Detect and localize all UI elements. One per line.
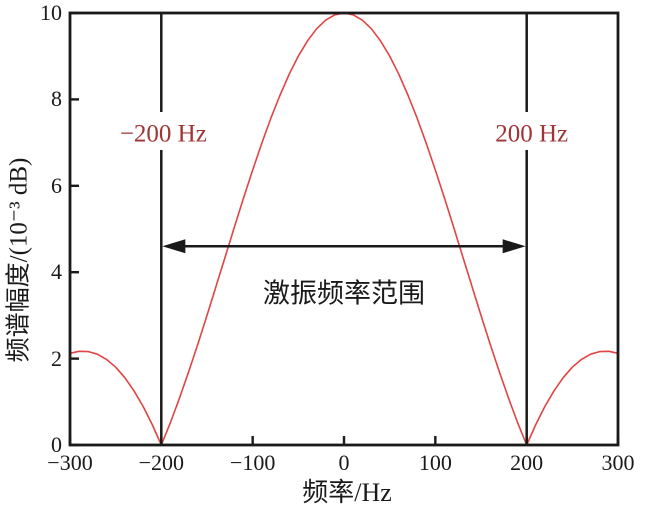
y-tick-label: 0: [51, 432, 62, 457]
x-axis-title: 频率/Hz: [302, 478, 392, 507]
x-tick-label: 300: [601, 450, 635, 475]
x-tick-label: −300: [47, 450, 93, 475]
x-tick-label: −100: [229, 450, 276, 475]
y-axis-title: 频谱幅度/(10⁻³ dB): [5, 157, 33, 363]
y-tick-label: 4: [51, 259, 62, 285]
y-tick-label: 6: [51, 172, 62, 198]
excitation-range-label: 激振频率范围: [263, 278, 425, 309]
y-tick-label: 10: [40, 0, 62, 25]
y-tick-label: 8: [51, 86, 62, 112]
x-tick-label: 200: [510, 450, 544, 475]
x-tick-label: 0: [338, 450, 350, 475]
range-arrow-left-head: [162, 239, 186, 254]
spectrum-curve: [69, 12, 619, 446]
plot-border: [68, 11, 620, 447]
x-tick-label: 100: [418, 450, 452, 475]
left-frequency-marker-label: −200 Hz: [116, 120, 210, 148]
x-tick-label: −200: [138, 450, 185, 475]
y-tick-label: 2: [51, 345, 62, 371]
right-frequency-marker-label: 200 Hz: [492, 120, 572, 148]
range-arrow-right-head: [502, 239, 526, 254]
